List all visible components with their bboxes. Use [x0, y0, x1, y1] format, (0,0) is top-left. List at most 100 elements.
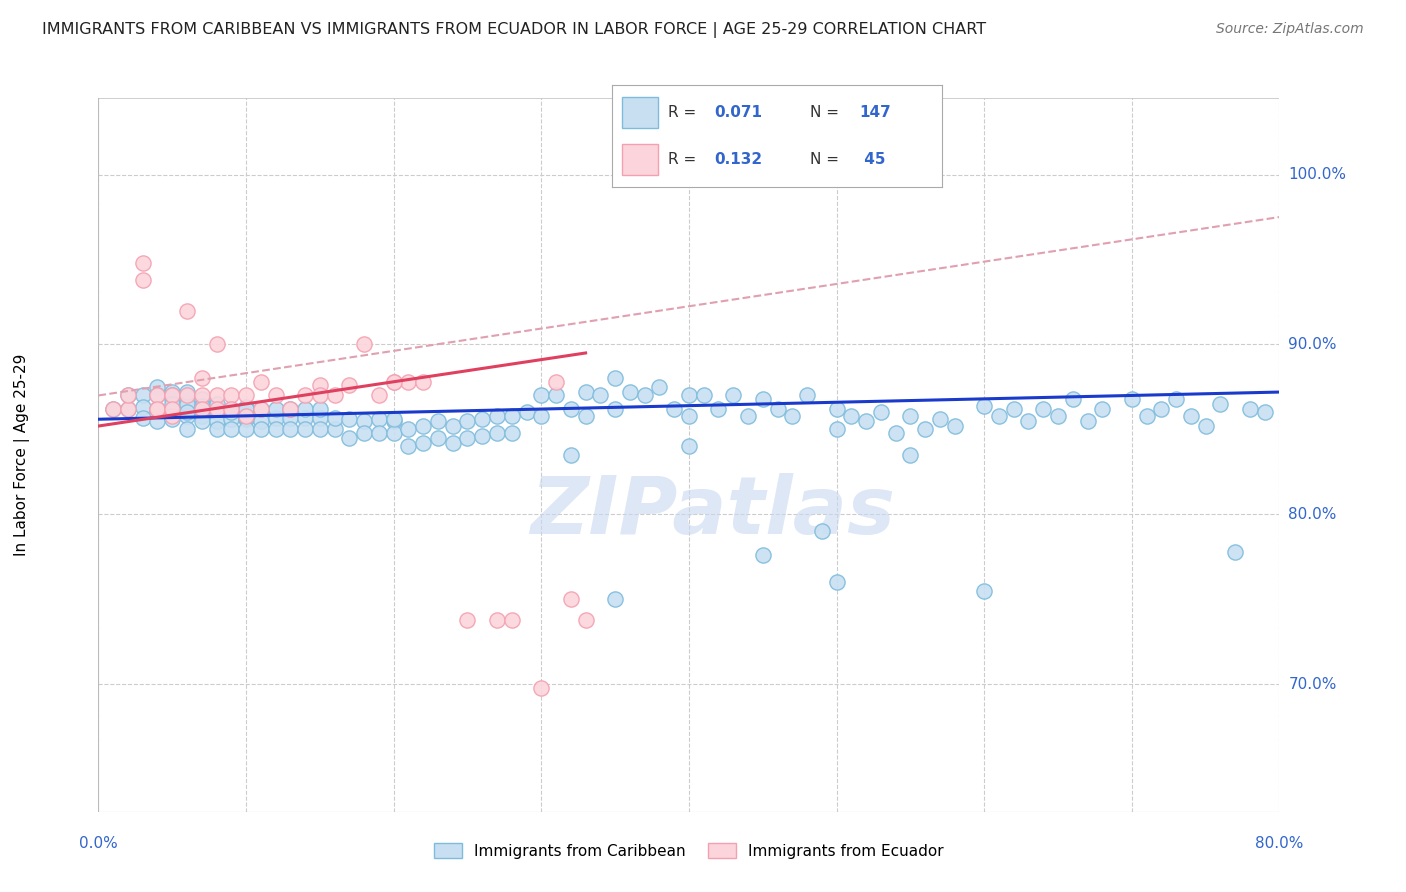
Point	[353, 414, 375, 428]
Point	[1180, 409, 1202, 423]
Point	[693, 388, 716, 402]
Point	[900, 448, 922, 462]
Point	[176, 388, 198, 402]
Point	[382, 412, 405, 426]
Point	[664, 402, 686, 417]
Point	[501, 613, 523, 627]
Point	[146, 402, 169, 417]
Point	[900, 409, 922, 423]
Point	[471, 429, 494, 443]
Point	[176, 405, 198, 419]
Point	[544, 388, 567, 402]
Text: 45: 45	[859, 153, 886, 167]
Point	[235, 422, 257, 436]
Point	[337, 431, 360, 445]
Point	[412, 375, 434, 389]
Point	[825, 422, 848, 436]
Point	[427, 431, 450, 445]
Point	[176, 399, 198, 413]
Point	[176, 388, 198, 402]
Point	[205, 402, 228, 417]
Point	[544, 375, 567, 389]
Text: 0.132: 0.132	[714, 153, 762, 167]
Point	[943, 419, 966, 434]
Point	[855, 414, 877, 428]
Point	[219, 402, 242, 417]
Point	[574, 409, 596, 423]
Point	[162, 392, 183, 406]
Point	[486, 409, 509, 423]
Point	[205, 422, 228, 436]
Point	[323, 410, 346, 425]
Point	[264, 402, 287, 417]
Point	[560, 592, 582, 607]
Point	[751, 392, 773, 406]
Point	[441, 436, 464, 450]
Point	[782, 409, 804, 423]
Point	[707, 402, 730, 417]
Point	[191, 388, 214, 402]
Point	[412, 436, 434, 450]
Point	[191, 402, 214, 417]
Point	[574, 385, 596, 400]
Point	[235, 409, 257, 423]
Point	[117, 402, 139, 417]
Point	[309, 410, 332, 425]
Point	[103, 402, 125, 417]
Point	[605, 371, 627, 385]
Point	[884, 425, 907, 440]
Point	[337, 412, 360, 426]
Point	[382, 414, 405, 428]
Point	[412, 419, 434, 434]
Point	[1239, 402, 1261, 417]
Point	[117, 388, 139, 402]
Point	[309, 422, 332, 436]
Text: N =: N =	[810, 105, 844, 120]
Point	[839, 409, 862, 423]
Point	[162, 388, 183, 402]
Point	[530, 409, 553, 423]
Text: ZIPatlas: ZIPatlas	[530, 473, 896, 551]
Point	[678, 388, 700, 402]
Point	[1062, 392, 1084, 406]
Point	[235, 401, 257, 415]
Point	[176, 303, 198, 318]
Text: 80.0%: 80.0%	[1256, 836, 1303, 850]
Point	[766, 402, 789, 417]
Point	[278, 402, 302, 417]
Point	[250, 414, 273, 428]
Point	[146, 414, 169, 428]
Point	[205, 414, 228, 428]
Point	[427, 414, 450, 428]
Point	[751, 548, 773, 562]
Bar	[621, 97, 658, 128]
Text: In Labor Force | Age 25-29: In Labor Force | Age 25-29	[14, 354, 30, 556]
Point	[1150, 402, 1173, 417]
Point	[191, 371, 214, 385]
Point	[162, 397, 183, 411]
Text: Source: ZipAtlas.com: Source: ZipAtlas.com	[1216, 22, 1364, 37]
Point	[973, 583, 995, 598]
Point	[176, 409, 198, 423]
Point	[235, 412, 257, 426]
Point	[648, 380, 671, 394]
Point	[205, 337, 228, 351]
Point	[250, 375, 273, 389]
Point	[737, 409, 759, 423]
Point	[132, 256, 155, 270]
Point	[176, 385, 198, 400]
Point	[382, 375, 405, 389]
Point	[250, 402, 273, 417]
Point	[264, 422, 287, 436]
Point	[294, 388, 316, 402]
Point	[162, 385, 183, 400]
Point	[219, 388, 242, 402]
Point	[987, 409, 1010, 423]
Text: IMMIGRANTS FROM CARIBBEAN VS IMMIGRANTS FROM ECUADOR IN LABOR FORCE | AGE 25-29 : IMMIGRANTS FROM CARIBBEAN VS IMMIGRANTS …	[42, 22, 986, 38]
Point	[250, 402, 273, 417]
Text: 100.0%: 100.0%	[1288, 167, 1347, 182]
Point	[162, 402, 183, 417]
Point	[353, 337, 375, 351]
Point	[191, 392, 214, 406]
Point	[309, 402, 332, 417]
